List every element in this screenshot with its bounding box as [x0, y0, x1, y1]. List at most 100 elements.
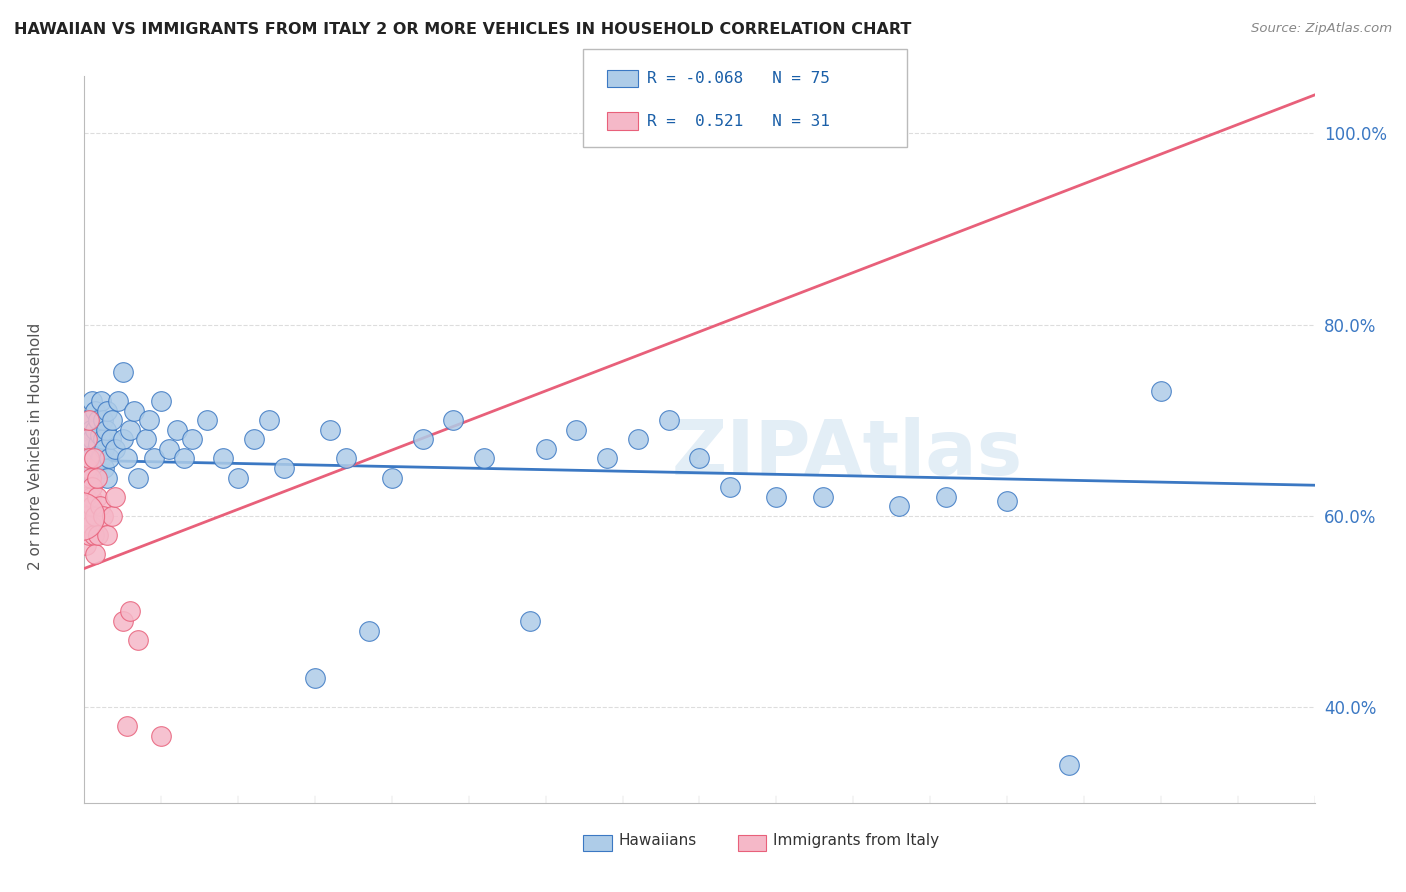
Point: [93, 442, 115, 456]
Point: [96, 528, 118, 542]
Point: [150, 729, 173, 743]
Point: [79, 518, 101, 533]
Text: Immigrants from Italy: Immigrants from Italy: [773, 833, 939, 847]
Text: Hawaiians: Hawaiians: [619, 833, 697, 847]
Point: [84, 403, 107, 417]
Point: [197, 413, 219, 427]
Point: [335, 451, 357, 466]
Point: [443, 413, 465, 427]
Point: [94, 423, 117, 437]
Point: [101, 413, 124, 427]
Point: [122, 403, 145, 417]
Point: [90, 394, 112, 409]
Point: [381, 470, 404, 484]
Text: R =  0.521   N = 31: R = 0.521 N = 31: [647, 114, 830, 128]
Point: [127, 633, 149, 648]
Point: [75, 417, 97, 432]
Point: [173, 451, 195, 466]
Point: [80, 500, 103, 514]
Point: [107, 394, 129, 409]
Point: [96, 470, 118, 484]
Point: [111, 365, 134, 379]
Point: [472, 451, 495, 466]
Point: [357, 624, 380, 638]
Point: [412, 432, 434, 446]
Point: [86, 442, 108, 456]
Text: 2 or more Vehicles in Household: 2 or more Vehicles in Household: [28, 322, 42, 570]
Text: ZIPAtlas: ZIPAtlas: [672, 417, 1022, 491]
Point: [273, 461, 295, 475]
Point: [211, 451, 233, 466]
Point: [1057, 757, 1080, 772]
Point: [79, 423, 101, 437]
Point: [83, 470, 105, 484]
Point: [166, 423, 188, 437]
Point: [75, 518, 97, 533]
Point: [319, 423, 342, 437]
Point: [519, 614, 541, 628]
Point: [84, 547, 107, 561]
Point: [242, 432, 264, 446]
Point: [89, 427, 111, 442]
Point: [87, 528, 110, 542]
Point: [120, 605, 142, 619]
Point: [120, 423, 142, 437]
Point: [86, 470, 108, 484]
Text: Source: ZipAtlas.com: Source: ZipAtlas.com: [1251, 22, 1392, 36]
Point: [995, 494, 1018, 508]
Point: [76, 453, 98, 467]
Point: [75, 537, 97, 551]
Point: [75, 490, 97, 504]
Point: [104, 490, 127, 504]
Point: [76, 432, 98, 446]
Point: [77, 413, 100, 427]
Point: [1150, 384, 1173, 399]
Point: [658, 413, 681, 427]
Point: [91, 413, 114, 427]
Point: [87, 413, 110, 427]
Point: [257, 413, 280, 427]
Point: [135, 432, 157, 446]
Point: [101, 508, 124, 523]
Point: [87, 437, 110, 451]
Point: [83, 461, 105, 475]
Point: [157, 442, 180, 456]
Point: [91, 432, 114, 446]
Point: [935, 490, 957, 504]
Point: [181, 432, 204, 446]
Point: [77, 528, 100, 542]
Point: [142, 451, 165, 466]
Point: [98, 451, 120, 466]
Point: [811, 490, 834, 504]
Point: [79, 451, 101, 466]
Point: [127, 470, 149, 484]
Point: [77, 451, 100, 466]
Point: [111, 614, 134, 628]
Point: [96, 403, 118, 417]
Point: [80, 394, 103, 409]
Point: [689, 451, 711, 466]
Point: [91, 508, 114, 523]
Point: [86, 490, 108, 504]
Point: [77, 442, 100, 456]
Point: [104, 442, 127, 456]
Point: [79, 490, 101, 504]
Point: [304, 672, 326, 686]
Point: [138, 413, 160, 427]
Point: [534, 442, 557, 456]
Point: [93, 461, 115, 475]
Point: [76, 413, 98, 427]
Point: [80, 432, 103, 446]
Point: [80, 480, 103, 494]
Point: [627, 432, 650, 446]
Point: [89, 451, 111, 466]
Point: [226, 470, 249, 484]
Point: [117, 451, 139, 466]
Point: [89, 500, 111, 514]
Point: [117, 719, 139, 733]
Point: [565, 423, 588, 437]
Point: [100, 432, 122, 446]
Point: [79, 470, 101, 484]
Point: [150, 394, 173, 409]
Point: [84, 508, 107, 523]
